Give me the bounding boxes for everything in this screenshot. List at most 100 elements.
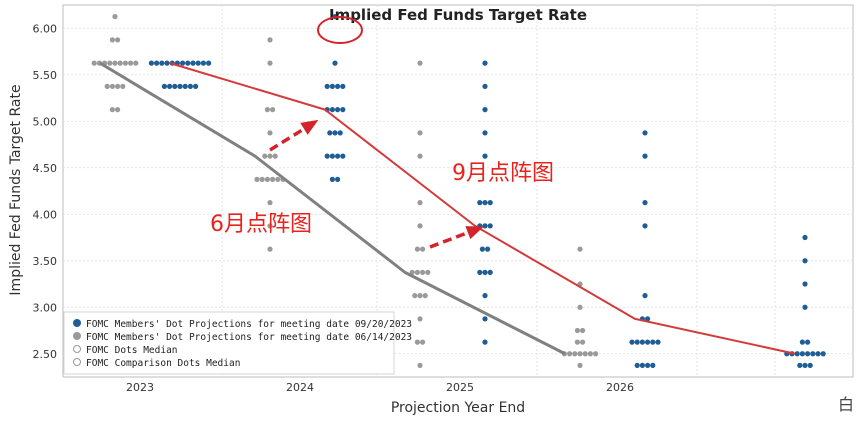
september-dot	[148, 60, 154, 66]
median-lines	[99, 61, 796, 356]
september-dot	[815, 351, 821, 357]
september-dot	[335, 153, 341, 159]
september-dot	[164, 60, 170, 66]
june-dot	[267, 130, 273, 136]
june-dot	[270, 176, 276, 182]
corner-watermark-text: 白	[838, 395, 854, 414]
legend-marker-median	[73, 345, 81, 353]
september-dot	[487, 269, 493, 275]
september-dot	[802, 234, 808, 241]
september-dot	[477, 200, 483, 206]
dots-median-line	[169, 62, 796, 355]
september-dot	[482, 60, 488, 66]
september-dot	[642, 200, 648, 206]
september-dot	[799, 339, 806, 345]
september-dot	[805, 351, 811, 357]
june-dot	[275, 176, 281, 182]
september-dot	[807, 362, 813, 368]
september-dot	[335, 107, 341, 113]
y-tick-label: 4.00	[33, 208, 58, 221]
axis-ticks: 2.50 3.00 3.50 4.00 4.50 5.00 5.50 6.00 2023 2024…	[33, 22, 635, 394]
september-dot	[482, 107, 488, 113]
june-dot	[112, 60, 118, 66]
september-dot	[332, 130, 338, 136]
y-tick-label: 5.00	[33, 115, 58, 128]
june-dot	[412, 293, 418, 299]
september-dot	[337, 130, 343, 136]
june-dot	[264, 107, 270, 113]
y-tick-label: 2.50	[33, 348, 58, 361]
september-dot	[482, 223, 488, 229]
september-dot	[335, 83, 341, 89]
june-dot	[115, 37, 121, 43]
june-dot	[120, 83, 126, 89]
september-dot	[206, 60, 212, 66]
september-dot	[324, 83, 330, 89]
september-dot	[159, 60, 165, 66]
september-dot	[487, 200, 493, 206]
june-dot	[577, 304, 583, 310]
june-dot	[254, 176, 260, 182]
september-arrow-head	[465, 226, 484, 240]
september-dot	[802, 281, 808, 287]
june-dot	[417, 153, 423, 159]
september-dot	[187, 83, 193, 89]
june-dot	[572, 351, 578, 357]
june-dot	[420, 246, 426, 252]
june-dot	[414, 246, 420, 252]
september-dot	[340, 153, 346, 159]
september-dot	[182, 83, 188, 89]
september-dot	[482, 269, 488, 275]
legend-label-jun: FOMC Members' Dot Projections for meetin…	[86, 332, 412, 343]
june-dot	[109, 107, 115, 113]
september-dot	[340, 83, 346, 89]
annotation-september: 9月点阵图	[452, 161, 554, 186]
september-dot	[329, 83, 335, 89]
y-axis-title: Implied Fed Funds Target Rate	[8, 84, 24, 295]
june-dot	[267, 153, 273, 159]
june-dot	[574, 327, 581, 334]
september-dot	[177, 83, 183, 89]
september-dot	[195, 60, 201, 66]
september-dot	[482, 153, 488, 159]
y-tick-label: 3.00	[33, 301, 58, 314]
june-dot	[267, 37, 273, 43]
june-dot	[267, 223, 273, 229]
september-dot	[642, 293, 648, 299]
september-dot	[161, 83, 167, 89]
september-dot	[329, 153, 335, 159]
highlight-circle	[317, 16, 363, 44]
september-dot	[329, 107, 335, 113]
legend-marker-comparison	[73, 358, 81, 366]
june-dot	[577, 246, 583, 252]
june-dot	[417, 60, 423, 66]
september-dot	[642, 153, 648, 159]
september-dot	[482, 200, 488, 206]
september-dot	[335, 176, 341, 182]
september-dot	[645, 362, 651, 368]
september-dot	[477, 269, 483, 275]
september-dot	[332, 60, 338, 66]
september-dot	[799, 351, 806, 357]
september-dot	[180, 60, 186, 66]
june-dot	[577, 351, 583, 357]
september-dot	[340, 107, 346, 113]
september-dot	[634, 339, 640, 345]
june-dot	[414, 339, 420, 345]
june-dot	[107, 60, 113, 66]
june-dot	[122, 60, 128, 66]
x-tick-label: 2026	[606, 381, 634, 394]
september-dot	[193, 83, 199, 89]
september-dot	[482, 130, 488, 136]
june-dot	[267, 200, 273, 206]
x-tick-label: 2024	[286, 381, 314, 394]
y-tick-label: 6.00	[33, 22, 58, 35]
september-dot	[642, 130, 648, 136]
june-dot	[417, 293, 423, 299]
june-dot	[409, 269, 415, 275]
september-dot	[802, 258, 808, 264]
september-dot	[820, 351, 826, 357]
annotation-june: 6月点阵图	[210, 212, 312, 237]
june-dot	[420, 269, 426, 275]
june-dot	[422, 293, 428, 299]
